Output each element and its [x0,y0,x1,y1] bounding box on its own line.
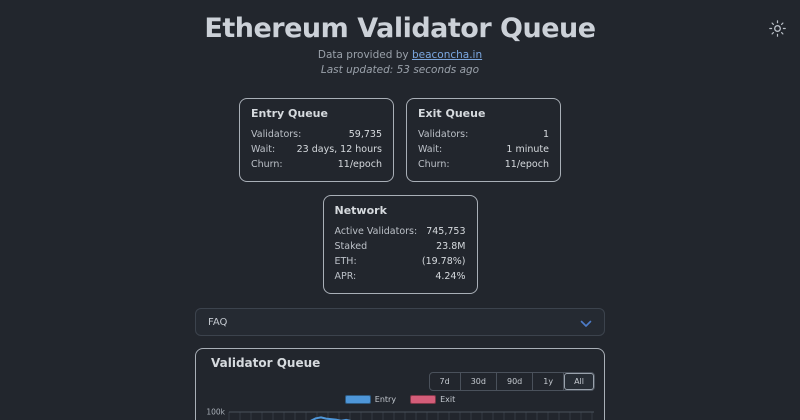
entry-series-swatch [344,395,371,404]
network-apr-value: 4.24% [435,271,466,282]
network-staked-eth-row: Staked ETH: 23.8M (19.78%) [335,239,466,269]
exit-series-swatch [410,395,437,404]
network-staked-eth-label: Staked ETH: [334,241,368,267]
faq-label: FAQ [208,316,228,328]
sun-icon [768,20,786,40]
network-active-validators-row: Active Validators: 745,753 [335,224,466,239]
range-button-all[interactable]: All [564,373,594,390]
entry-churn-value: 11/epoch [337,159,382,170]
network-staked-eth-value: 23.8M (19.78%) [421,241,466,267]
data-provided-prefix: Data provided by [317,49,412,61]
exit-wait-row: Wait: 1 minute [418,142,549,157]
exit-validators-row: Validators: 1 [418,127,549,142]
range-button-30d[interactable]: 30d [461,373,497,390]
range-button-7d[interactable]: 7d [430,373,461,390]
entry-series-label: Entry [374,395,397,404]
entry-wait-label: Wait: [251,144,276,155]
entry-wait-row: Wait: 23 days, 12 hours [251,142,382,157]
exit-validators-label: Validators: [418,129,469,140]
beaconcha-link[interactable]: beaconcha.in [411,49,483,61]
data-provided-line: Data provided by beaconcha.in [0,49,800,61]
network-active-validators-value: 745,753 [426,226,466,237]
exit-churn-row: Churn: 11/epoch [418,157,549,172]
entry-validators-label: Validators: [251,129,302,140]
network-apr-label: APR: [334,271,357,282]
svg-text:100k: 100k [206,408,225,417]
chevron-down-icon [580,313,592,332]
exit-wait-value: 1 minute [506,144,549,155]
entry-wait-value: 23 days, 12 hours [296,144,382,155]
entry-validators-row: Validators: 59,735 [251,127,382,142]
range-button-row: 7d 30d 90d 1y All [196,372,604,391]
theme-toggle-button[interactable] [766,19,788,41]
queue-chart-svg[interactable]: 100k90k80k70k [196,407,605,420]
network-active-validators-label: Active Validators: [334,226,418,237]
network-card-wrap: Network Active Validators: 745,753 Stake… [0,195,800,294]
entry-churn-label: Churn: [251,159,283,170]
last-updated-line: Last updated: 53 seconds ago [320,64,480,76]
page-title: Ethereum Validator Queue [204,13,596,44]
legend-item-entry[interactable]: Entry [344,395,397,404]
queue-cards-row: Entry Queue Validators: 59,735 Wait: 23 … [0,98,800,182]
network-title: Network [334,204,387,217]
range-button-1y[interactable]: 1y [533,373,565,390]
exit-wait-label: Wait: [418,144,443,155]
exit-validators-value: 1 [542,129,549,140]
validator-queue-chart-card: Validator Queue 7d 30d 90d 1y All Entry … [195,348,605,420]
exit-churn-value: 11/epoch [504,159,549,170]
entry-queue-card: Entry Queue Validators: 59,735 Wait: 23 … [239,98,394,182]
faq-accordion[interactable]: FAQ [195,308,605,336]
chart-legend: Entry Exit [196,395,604,404]
entry-churn-row: Churn: 11/epoch [251,157,382,172]
network-card: Network Active Validators: 745,753 Stake… [322,195,478,294]
exit-queue-title: Exit Queue [418,107,486,120]
chart-title: Validator Queue [211,356,321,370]
entry-queue-title: Entry Queue [251,107,328,120]
range-button-group: 7d 30d 90d 1y All [428,372,595,391]
range-button-90d[interactable]: 90d [497,373,534,390]
exit-series-label: Exit [440,395,456,404]
exit-queue-card: Exit Queue Validators: 1 Wait: 1 minute … [406,98,561,182]
exit-churn-label: Churn: [418,159,450,170]
network-apr-row: APR: 4.24% [335,269,466,284]
legend-item-exit[interactable]: Exit [410,395,455,404]
entry-validators-value: 59,735 [348,129,382,140]
